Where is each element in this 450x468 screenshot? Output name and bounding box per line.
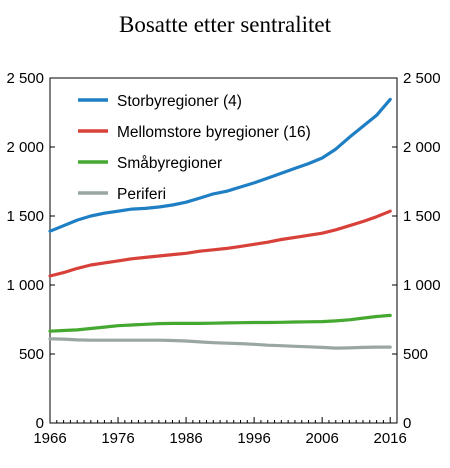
series-line xyxy=(48,209,392,278)
y-tick-label-left: 500 xyxy=(19,346,44,363)
plot-frame xyxy=(49,77,398,424)
y-tick-label-right: 500 xyxy=(403,346,428,363)
y-tick-label-left: 1 000 xyxy=(6,277,44,294)
series-line xyxy=(48,313,392,333)
y-tick-label-left: 0 xyxy=(36,415,44,432)
y-tick-label-left: 2 500 xyxy=(6,70,44,87)
chart-title: Bosatte etter sentralitet xyxy=(118,12,332,37)
x-tick-label: 2006 xyxy=(305,430,338,447)
series-line xyxy=(48,337,392,350)
y-tick-label-left: 1 500 xyxy=(6,208,44,225)
y-tick-label-left: 2 000 xyxy=(6,139,44,156)
legend: Storbyregioner (4) Mellomstore byregioner… xyxy=(78,93,311,203)
y-tick-label-right: 2 500 xyxy=(403,70,441,87)
y-tick-label-right: 1 000 xyxy=(403,277,441,294)
x-tick-label: 1976 xyxy=(101,430,134,447)
legend-label: Småbyregioner xyxy=(117,155,222,172)
series-lines xyxy=(48,97,392,350)
x-tick-label: 1986 xyxy=(169,430,202,447)
legend-label: Periferi xyxy=(117,186,166,203)
legend-label: Storbyregioner (4) xyxy=(117,93,242,110)
x-tick-label: 2016 xyxy=(374,430,407,447)
legend-label: Mellomstore byregioner (16) xyxy=(117,124,311,141)
series-line xyxy=(48,97,392,233)
y-tick-label-right: 2 000 xyxy=(403,139,441,156)
x-tick-label: 1966 xyxy=(33,430,66,447)
y-tick-label-right: 0 xyxy=(403,415,411,432)
axes: 0 0 500 500 1 000 1 000 1 500 1 500 2 000 2 000 2 … xyxy=(6,70,440,447)
x-tick-label: 1996 xyxy=(237,430,270,447)
y-tick-label-right: 1 500 xyxy=(403,208,441,225)
